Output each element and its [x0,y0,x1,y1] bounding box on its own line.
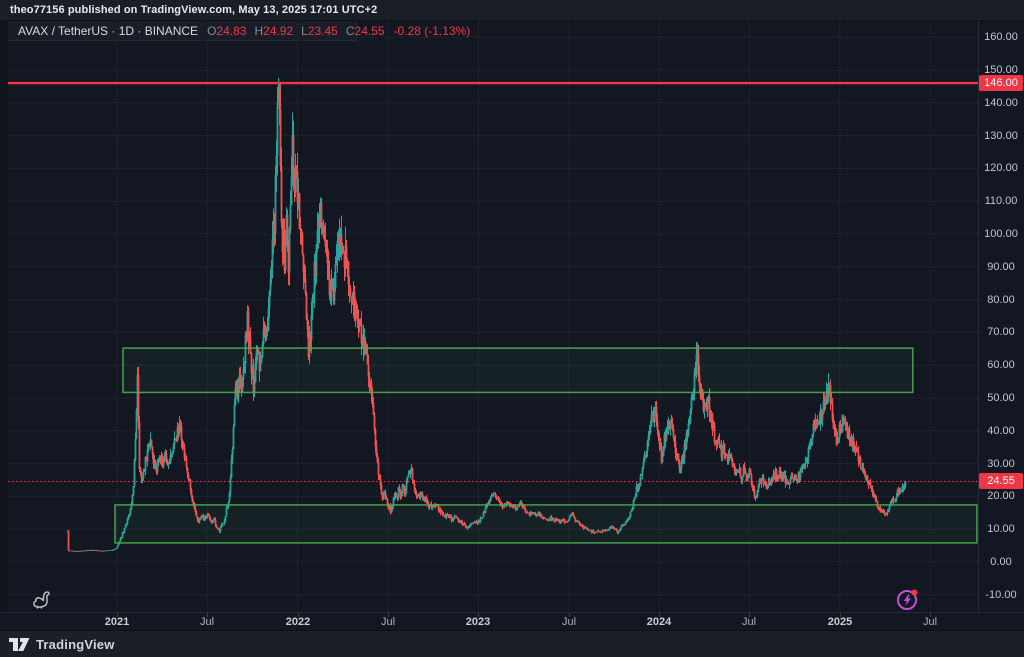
price-tick-label: 140.00 [984,96,1018,109]
tradingview-logo-icon [9,638,30,651]
time-tick-mark [840,613,841,617]
ohlc-item: O24.83 [207,24,247,38]
time-tick-label: Jul [199,616,215,628]
time-tick-mark [569,613,570,617]
time-tick-label: Jul [741,616,757,628]
resistance-box[interactable] [122,347,914,394]
price-tick-label: 120.00 [984,162,1018,175]
price-tick-label: 150.00 [984,64,1018,76]
support-box[interactable] [114,504,978,544]
price-tick-label: 10.00 [987,523,1015,536]
up-candle-wicks [67,77,906,552]
time-tick-label: 2023 [465,616,491,628]
time-tick-label: 2021 [104,616,130,628]
price-tick-label: 0.00 [990,556,1012,568]
price-tick-label: 40.00 [987,424,1015,437]
time-tick-label: Jul [922,616,938,628]
time-scale[interactable]: 2021 Jul 2022 Jul 2023 Jul 2024 Jul 2025 Jul [0,612,1024,631]
ohlc-values: O24.83 H24.92 L23.45 C24.55 [207,24,385,38]
chart-left-gutter [0,20,8,630]
candlestick-chart[interactable] [0,20,1024,612]
price-tick-label: 70.00 [987,326,1015,339]
time-tick-mark [659,613,660,617]
support-box-fill [115,504,977,543]
dino-sticker-icon[interactable] [31,587,55,611]
publish-text: theo77156 published on TradingView.com, … [10,4,378,16]
time-tick-label: Jul [380,616,396,628]
ohlc-item: C24.55 [345,24,385,38]
down-candle-bodies [67,91,905,552]
price-tick-label: 100.00 [984,228,1018,240]
price-tick-label: 30.00 [987,457,1015,470]
price-tick-label: 90.00 [987,260,1015,273]
ohlc-item: L23.45 [301,24,338,38]
price-tick-label: 130.00 [984,129,1018,142]
price-tick-label: 20.00 [987,490,1015,503]
ohlc-item: H24.92 [254,24,294,38]
price-tick-label: 160.00 [984,31,1018,44]
price-tick-label: -10.00 [985,588,1017,601]
chart-legend: AVAX / TetherUS · 1D · BINANCE O24.83 H24… [18,24,470,38]
notification-dot [911,589,918,596]
lightning-bolt-icon [903,594,911,606]
price-tick-label: 60.00 [987,359,1015,372]
time-tick-mark [478,613,479,617]
down-candle-wicks [68,82,904,552]
up-candle-bodies [66,91,907,552]
legend-panel [8,21,357,41]
last-price-label: 24.55 [979,473,1023,490]
publish-bar: theo77156 published on TradingView.com, … [0,0,1024,21]
price-tick-label: 80.00 [987,293,1015,306]
time-tick-label: 2022 [285,616,311,628]
time-tick-label: 2024 [646,616,672,628]
price-tick-label: 50.00 [987,392,1015,404]
change-value: -0.28 (-1.13%) [393,24,471,38]
level-price-label[interactable]: 146.00 [979,75,1023,92]
time-tick-mark [749,613,750,617]
price-tick-label: 110.00 [984,195,1018,208]
time-tick-mark [298,613,299,617]
flash-circle-icon[interactable] [895,586,921,612]
price-scale[interactable] [978,20,1024,612]
time-tick-mark [930,613,931,617]
time-tick-label: 2025 [827,616,853,628]
time-tick-mark [117,613,118,617]
time-tick-label: Jul [561,616,577,628]
brand-name: TradingView [36,637,115,652]
time-tick-mark [388,613,389,617]
symbol-title[interactable]: AVAX / TetherUS · 1D · BINANCE [18,24,199,38]
time-tick-mark [207,613,208,617]
footer-bar: TradingView [0,630,1024,657]
tradingview-logo[interactable]: TradingView [9,637,115,652]
